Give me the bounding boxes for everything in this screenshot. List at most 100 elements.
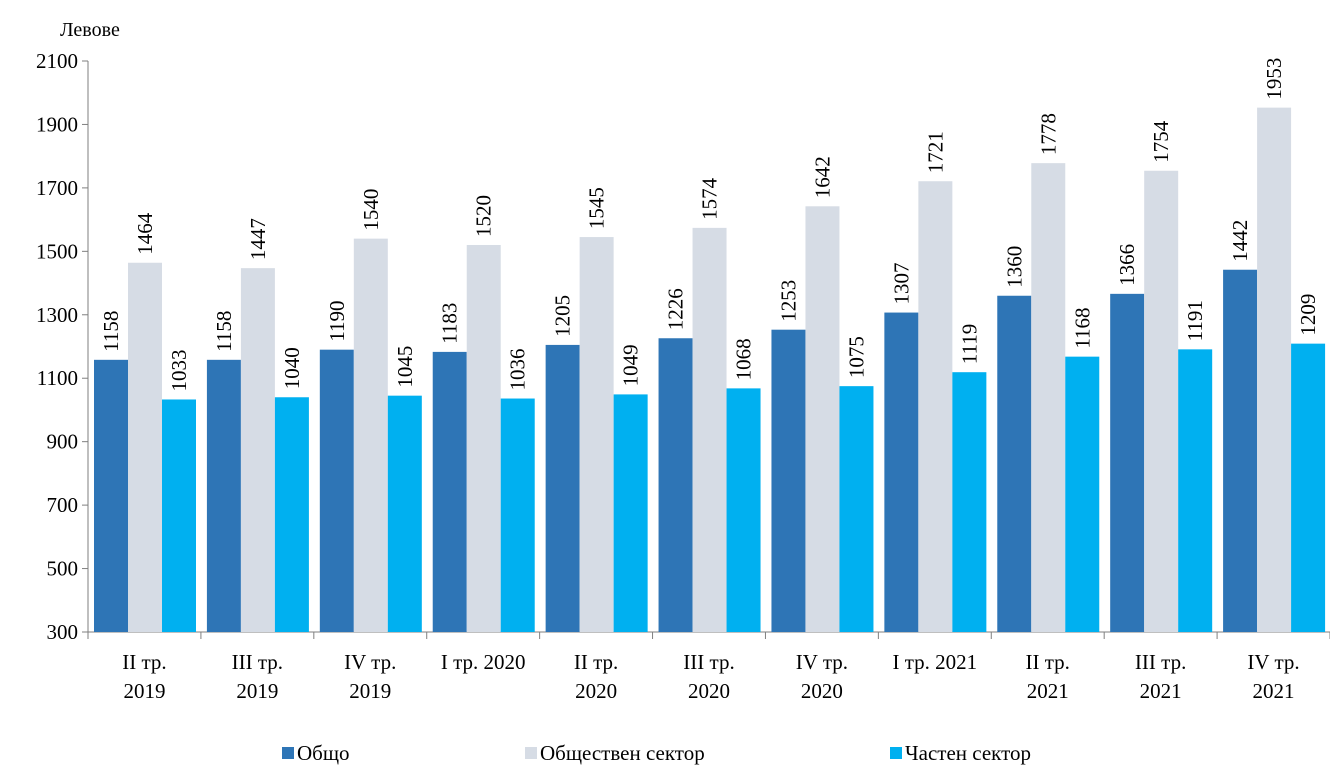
bar [162, 399, 196, 632]
x-tick-label: 2019 [236, 679, 278, 703]
data-label: 1158 [212, 311, 236, 352]
data-label: 1033 [167, 349, 191, 391]
data-label: 1642 [810, 156, 834, 198]
data-label: 1520 [472, 195, 496, 237]
legend-swatch [525, 747, 537, 759]
bar [1257, 107, 1292, 633]
bar [1178, 349, 1213, 632]
bar [1110, 293, 1145, 632]
data-label: 1119 [957, 324, 981, 364]
y-tick-label: 1300 [36, 303, 78, 327]
bar [726, 388, 761, 632]
y-tick-label: 1100 [37, 366, 78, 390]
bar [545, 344, 580, 632]
legend-label: Обществен сектор [540, 741, 705, 765]
bar [206, 359, 241, 632]
data-label: 1253 [776, 280, 800, 322]
data-label: 1545 [585, 187, 609, 229]
data-label: 1183 [438, 303, 462, 344]
y-tick-label: 700 [47, 493, 79, 517]
data-label: 1191 [1183, 300, 1207, 341]
bar [128, 262, 162, 632]
y-tick-label: 500 [47, 557, 79, 581]
bar [432, 351, 467, 632]
data-label: 1953 [1262, 58, 1286, 100]
x-tick-label: IV тр. [796, 650, 848, 674]
data-label: 1040 [280, 347, 304, 389]
y-tick-label: 2100 [36, 49, 78, 73]
y-axis-label: Левове [60, 19, 120, 41]
bar [805, 206, 840, 632]
data-label: 1168 [1070, 307, 1094, 348]
bar [274, 397, 309, 632]
y-tick-label: 1900 [36, 112, 78, 136]
data-label: 1075 [844, 336, 868, 378]
bar [692, 227, 727, 632]
bar [1031, 163, 1066, 632]
data-label: 1754 [1149, 120, 1173, 163]
x-tick-label: II тр. [122, 650, 166, 674]
x-tick-label: I тр. 2021 [892, 650, 977, 674]
data-label: 1190 [325, 300, 349, 341]
data-label: 1209 [1296, 294, 1320, 336]
x-tick-label: III тр. [232, 650, 283, 674]
x-tick-label: 2020 [688, 679, 730, 703]
bar [1065, 356, 1100, 632]
x-tick-label: 2020 [575, 679, 617, 703]
bar [613, 394, 648, 632]
bar [884, 312, 919, 632]
bar [952, 372, 987, 632]
y-tick-label: 1500 [36, 239, 78, 263]
x-tick-label: 2021 [1027, 679, 1069, 703]
data-label: 1205 [551, 295, 575, 337]
bar [658, 338, 693, 632]
data-label: 1778 [1036, 113, 1060, 155]
bar [240, 268, 275, 632]
x-tick-label: 2019 [349, 679, 391, 703]
y-tick-label: 900 [47, 430, 79, 454]
x-tick-label: II тр. [1026, 650, 1070, 674]
data-label: 1049 [619, 344, 643, 386]
bar [997, 295, 1032, 632]
legend-label: Частен сектор [905, 741, 1031, 765]
bar [1223, 269, 1258, 632]
y-tick-label: 1700 [36, 176, 78, 200]
data-label: 1574 [698, 177, 722, 220]
x-tick-label: III тр. [1135, 650, 1186, 674]
bar [771, 329, 806, 632]
bar [466, 244, 501, 632]
data-label: 1158 [99, 311, 123, 352]
bar [918, 181, 953, 632]
legend-swatch [282, 747, 294, 759]
data-label: 1721 [923, 131, 947, 173]
bar [94, 359, 128, 632]
y-tick-label: 300 [47, 620, 79, 644]
x-tick-label: 2019 [123, 679, 165, 703]
data-label: 1442 [1228, 220, 1252, 262]
bar [500, 398, 535, 632]
x-tick-label: IV тр. [344, 650, 396, 674]
x-tick-label: II тр. [574, 650, 618, 674]
x-tick-label: 2021 [1253, 679, 1295, 703]
legend-label: Общо [297, 741, 350, 765]
data-label: 1464 [133, 212, 157, 255]
x-tick-label: 2021 [1140, 679, 1182, 703]
x-tick-label: I тр. 2020 [441, 650, 526, 674]
bar [839, 386, 874, 632]
data-label: 1307 [889, 263, 913, 305]
x-tick-label: IV тр. [1247, 650, 1299, 674]
bar [1291, 343, 1326, 632]
data-label: 1447 [246, 218, 270, 260]
data-label: 1540 [359, 189, 383, 231]
bar [353, 238, 388, 632]
bar [319, 349, 354, 632]
data-label: 1068 [732, 338, 756, 380]
data-label: 1226 [664, 288, 688, 330]
bar [1144, 170, 1179, 632]
data-label: 1360 [1002, 246, 1026, 288]
data-label: 1045 [393, 346, 417, 388]
data-label: 1366 [1115, 244, 1139, 286]
x-tick-label: 2020 [801, 679, 843, 703]
bar [579, 237, 614, 632]
